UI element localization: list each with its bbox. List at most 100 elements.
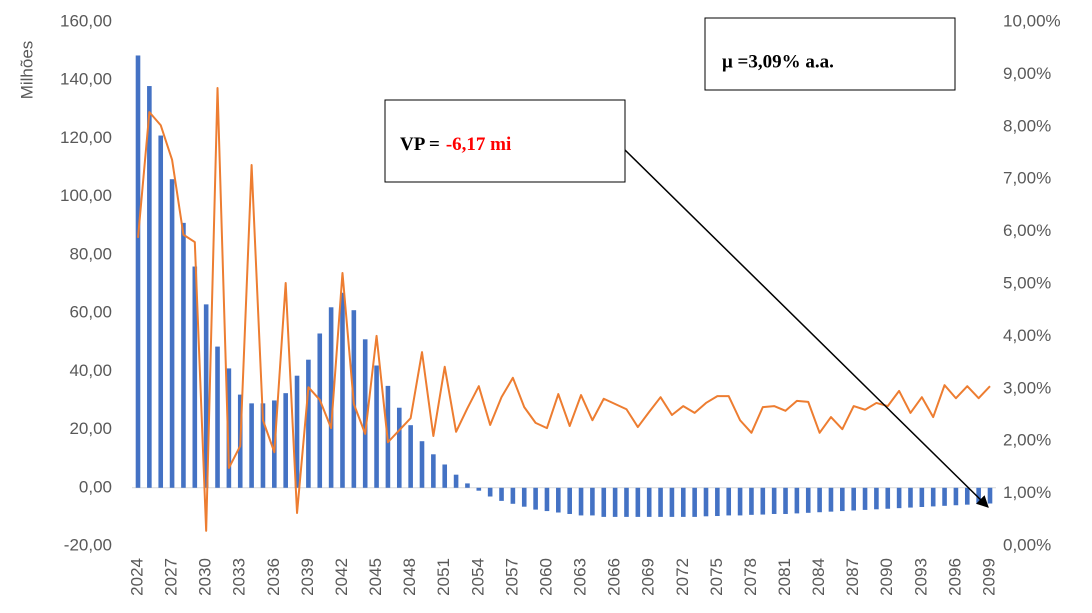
bar [590, 487, 595, 516]
y2-tick-label: 10,00% [1003, 11, 1061, 30]
bar [953, 487, 959, 506]
bar [908, 487, 913, 508]
bar [374, 365, 379, 488]
bar [442, 464, 448, 488]
bar [703, 487, 709, 517]
x-tick-label: 2075 [707, 558, 726, 596]
bar [476, 487, 482, 491]
x-tick-label: 2027 [162, 558, 181, 596]
bar [181, 222, 186, 488]
bar [192, 266, 198, 488]
y2-tick-label: 2,00% [1003, 431, 1051, 450]
x-tick-label: 2057 [502, 558, 521, 596]
y-tick-label: 160,00 [60, 11, 112, 30]
x-tick-label: 2099 [979, 558, 998, 596]
bar [715, 487, 720, 517]
annotation-box [704, 17, 956, 91]
y2-tick-label: 4,00% [1003, 326, 1051, 345]
bar [942, 487, 947, 506]
y2-tick-label: 8,00% [1003, 116, 1051, 135]
bar [896, 487, 902, 509]
annotation: μ =3,09% a.a. [722, 51, 834, 72]
bar [158, 135, 164, 488]
bar [226, 368, 232, 488]
bar [805, 487, 811, 513]
bar [556, 487, 561, 513]
bar [669, 487, 675, 517]
x-tick-label: 2030 [196, 558, 215, 596]
bar [851, 487, 856, 511]
bar [533, 487, 538, 510]
bar [499, 487, 504, 501]
x-tick-label: 2087 [843, 558, 862, 596]
bar [646, 487, 652, 517]
x-tick-label: 2060 [536, 558, 555, 596]
line [137, 87, 991, 532]
y-tick-label: 40,00 [69, 361, 112, 380]
x-tick-label: 2066 [605, 558, 624, 596]
x-tick-label: 2024 [127, 558, 146, 596]
bar [283, 393, 288, 488]
bar [408, 425, 413, 488]
x-tick-label: 2048 [400, 558, 419, 596]
bar [453, 474, 459, 488]
x-tick-label: 2081 [775, 558, 794, 596]
bar [578, 487, 584, 516]
bar [680, 487, 686, 517]
bar [510, 487, 516, 504]
y2-tick-label: 6,00% [1003, 221, 1051, 240]
y2-tick-label: 0,00% [1003, 535, 1051, 554]
annotation-value: -6,17 mi [446, 134, 511, 155]
bar [737, 487, 743, 516]
x-tick-label: 2036 [264, 558, 283, 596]
bar [635, 487, 641, 517]
bar [794, 487, 800, 514]
y-tick-label: 100,00 [60, 186, 112, 205]
bar [601, 487, 607, 517]
bar [169, 179, 175, 488]
annotation: VP = -6,17 mi [400, 134, 511, 155]
bar [419, 441, 425, 488]
y-tick-label: 80,00 [69, 244, 112, 263]
x-tick-label: 2042 [332, 558, 351, 596]
x-tick-label: 2069 [639, 558, 658, 596]
bar [964, 487, 970, 505]
bar [840, 487, 845, 512]
x-tick-label: 2033 [230, 558, 249, 596]
bar [771, 487, 777, 514]
annotation-box [384, 99, 626, 183]
plot-area: -20,00 0,00 20,00 40,00 60,00 80,00 100,00 120,… [60, 11, 1061, 595]
y2-tick-label: 5,00% [1003, 273, 1051, 292]
y-axis-title: Milhões [17, 41, 36, 100]
bar [624, 487, 629, 517]
bar [692, 487, 697, 517]
x-tick-label: 2078 [741, 558, 760, 596]
bar [362, 339, 368, 488]
bar [544, 487, 550, 512]
bar [294, 375, 300, 488]
bar [249, 403, 254, 488]
bar [215, 346, 220, 488]
bar [135, 55, 141, 488]
bar [431, 454, 436, 488]
bar [612, 487, 618, 517]
y-tick-label: 60,00 [69, 303, 112, 322]
bar [919, 487, 925, 507]
y-tick-label: 20,00 [69, 419, 112, 438]
x-tick-label: 2090 [877, 558, 896, 596]
y2-tick-label: 1,00% [1003, 483, 1051, 502]
bar [749, 487, 754, 515]
bar [487, 487, 493, 497]
bar [147, 86, 152, 488]
annotation-label: VP = [400, 134, 440, 155]
x-tick-label: 2051 [434, 558, 453, 596]
bar [396, 407, 402, 488]
bar [885, 487, 891, 509]
bar [817, 487, 822, 513]
bar [726, 487, 732, 516]
bar [658, 487, 663, 517]
arrow [624, 149, 989, 508]
bar [760, 487, 766, 515]
y-tick-label: 140,00 [60, 70, 112, 89]
